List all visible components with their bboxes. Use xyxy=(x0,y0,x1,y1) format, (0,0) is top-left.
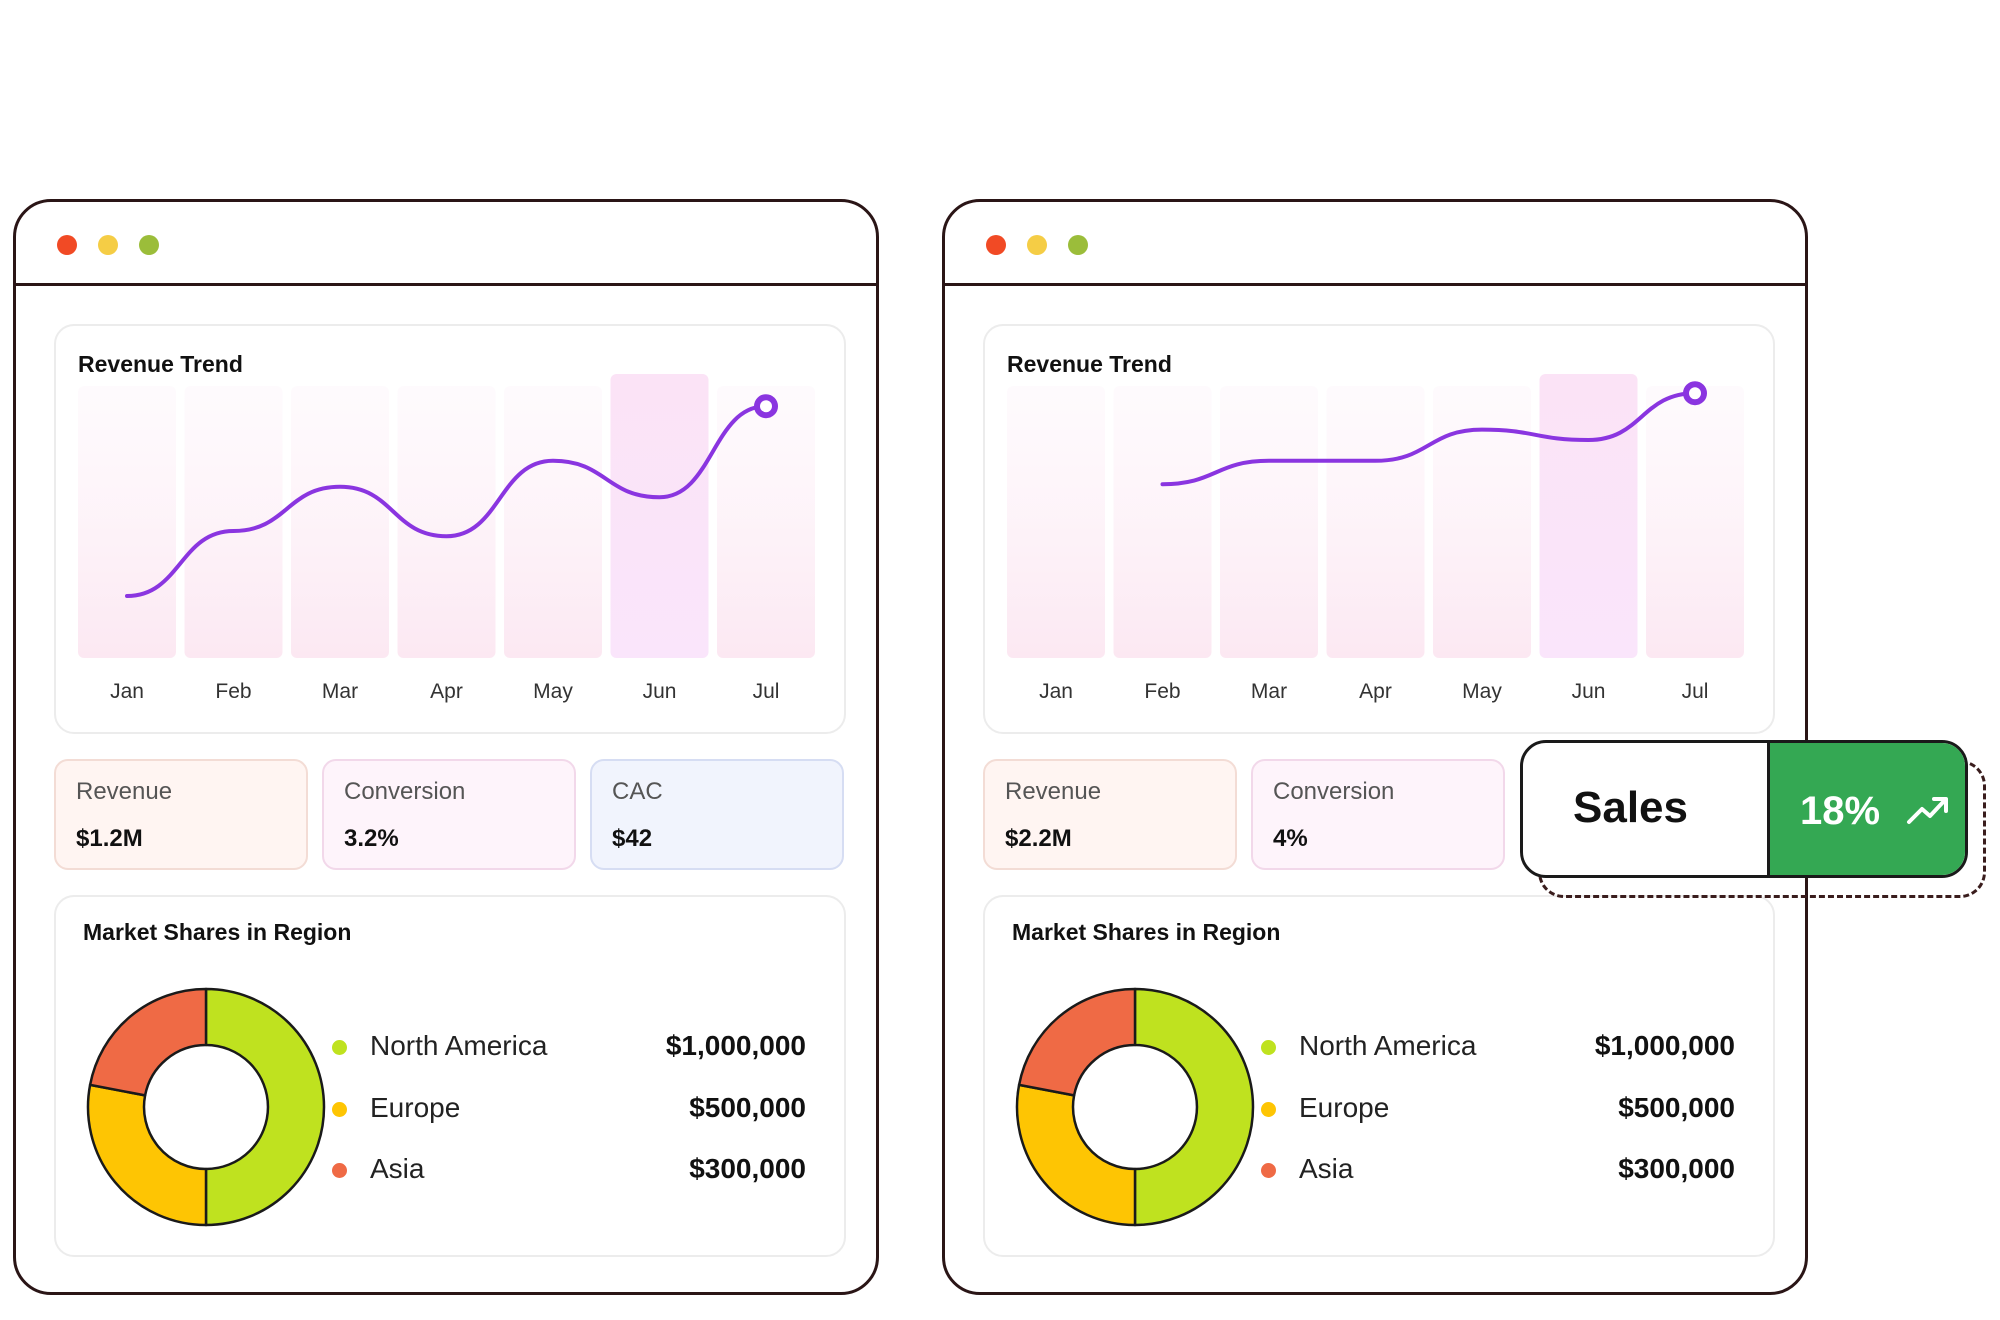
revenue-trend-chart: Jan Feb Mar Apr May Jun Jul xyxy=(1007,374,1744,703)
revenue-trend-title: Revenue Trend xyxy=(78,351,243,377)
revenue-trend-card: Revenue Trend Jan Feb Mar Apr May Jun Jul xyxy=(983,324,1775,734)
chart-column-mar xyxy=(291,386,389,658)
asia-legend-label: Asia xyxy=(1299,1153,1354,1184)
north-america-legend-label: North America xyxy=(1299,1030,1477,1061)
donut-slice-north-america xyxy=(1133,987,1255,1227)
revenue-metric-label: Revenue xyxy=(1005,778,1102,805)
chart-column-jun xyxy=(1539,374,1638,658)
cac-metric-label: CAC xyxy=(612,778,663,805)
x-tick-label: May xyxy=(533,680,573,703)
close-window-dot[interactable] xyxy=(986,235,1006,255)
latest-point-marker xyxy=(1683,381,1707,406)
market-shares-card: Market Shares in Region North America $1… xyxy=(54,895,846,1257)
north-america-legend-label: North America xyxy=(370,1030,548,1061)
close-window-dot[interactable] xyxy=(57,235,77,255)
chart-column-jul xyxy=(717,386,815,658)
europe-legend-dot xyxy=(1261,1102,1276,1117)
chart-column-mar xyxy=(1220,386,1318,658)
minimize-window-dot[interactable] xyxy=(1027,235,1047,255)
sales-badge-label: Sales xyxy=(1573,783,1688,832)
chart-column-feb xyxy=(184,386,283,658)
europe-legend-value: $500,000 xyxy=(1618,1092,1735,1123)
donut-slice-asia xyxy=(1017,987,1137,1097)
x-tick-label: Apr xyxy=(430,680,463,703)
donut-slice-north-america xyxy=(204,987,326,1227)
north-america-legend-dot xyxy=(332,1040,347,1055)
x-tick-label: Feb xyxy=(215,680,251,703)
x-tick-label: Jan xyxy=(1039,680,1073,703)
sales-badge-percent-panel: 18% xyxy=(1767,743,1965,875)
x-tick-label: May xyxy=(1462,680,1502,703)
dashboard-window-1: Revenue Trend Jan Feb Mar Apr May Jun Jul Reve… xyxy=(13,199,879,1295)
cac-metric-card: CAC $42 xyxy=(590,759,844,870)
chart-column-jun xyxy=(610,374,709,658)
x-tick-label: Jun xyxy=(643,680,677,703)
chart-column-jan xyxy=(78,386,176,658)
market-shares-title: Market Shares in Region xyxy=(83,919,352,945)
north-america-legend-dot xyxy=(1261,1040,1276,1055)
revenue-metric-value: $1.2M xyxy=(76,825,143,852)
revenue-trend-chart: Jan Feb Mar Apr May Jun Jul xyxy=(78,374,815,703)
donut-slice-europe xyxy=(86,1083,208,1227)
x-tick-label: Jul xyxy=(1682,680,1709,703)
revenue-metric-card: Revenue $1.2M xyxy=(54,759,308,870)
chart-column-jan xyxy=(1007,386,1105,658)
market-shares-card: Market Shares in Region North America $1… xyxy=(983,895,1775,1257)
market-shares-donut xyxy=(1015,987,1255,1227)
revenue-metric-card: Revenue $2.2M xyxy=(983,759,1237,870)
window-titlebar xyxy=(945,202,1805,286)
x-tick-label: Apr xyxy=(1359,680,1392,703)
donut-slice-asia xyxy=(88,987,208,1097)
sales-badge: Sales 18% xyxy=(1520,740,1968,878)
sales-badge-percent: 18% xyxy=(1800,789,1881,833)
market-shares-title: Market Shares in Region xyxy=(1012,919,1281,945)
trending-up-icon xyxy=(1907,797,1948,824)
window-titlebar xyxy=(16,202,876,286)
asia-legend-value: $300,000 xyxy=(1618,1153,1735,1184)
chart-column-apr xyxy=(397,386,496,658)
revenue-trend-card: Revenue Trend Jan Feb Mar Apr May Jun Jul xyxy=(54,324,846,734)
europe-legend-value: $500,000 xyxy=(689,1092,806,1123)
europe-legend-label: Europe xyxy=(370,1092,461,1123)
conversion-metric-card: Conversion 4% xyxy=(1251,759,1505,870)
x-tick-label: Jul xyxy=(753,680,780,703)
asia-legend-value: $300,000 xyxy=(689,1153,806,1184)
maximize-window-dot[interactable] xyxy=(139,235,159,255)
conversion-metric-value: 3.2% xyxy=(344,825,399,852)
revenue-metric-label: Revenue xyxy=(76,778,173,805)
asia-legend-label: Asia xyxy=(370,1153,425,1184)
chart-column-feb xyxy=(1113,386,1212,658)
donut-slice-europe xyxy=(1015,1083,1137,1227)
europe-legend-dot xyxy=(332,1102,347,1117)
north-america-legend-value: $1,000,000 xyxy=(665,1030,806,1061)
conversion-metric-card: Conversion 3.2% xyxy=(322,759,576,870)
chart-column-jul xyxy=(1646,386,1744,658)
europe-legend-label: Europe xyxy=(1299,1092,1390,1123)
north-america-legend-value: $1,000,000 xyxy=(1594,1030,1735,1061)
x-tick-label: Mar xyxy=(322,680,358,703)
revenue-trend-title: Revenue Trend xyxy=(1007,351,1172,377)
market-shares-donut xyxy=(86,987,326,1227)
conversion-metric-value: 4% xyxy=(1273,825,1308,852)
maximize-window-dot[interactable] xyxy=(1068,235,1088,255)
chart-column-may xyxy=(1433,386,1531,658)
x-tick-label: Jan xyxy=(110,680,144,703)
x-tick-label: Mar xyxy=(1251,680,1287,703)
chart-column-may xyxy=(504,386,602,658)
revenue-series-line xyxy=(125,404,768,598)
minimize-window-dot[interactable] xyxy=(98,235,118,255)
latest-point-marker xyxy=(754,394,778,419)
asia-legend-dot xyxy=(332,1163,347,1178)
chart-column-apr xyxy=(1326,386,1425,658)
x-tick-label: Jun xyxy=(1572,680,1606,703)
conversion-metric-label: Conversion xyxy=(1273,778,1395,805)
cac-metric-value: $42 xyxy=(612,825,653,852)
x-tick-label: Feb xyxy=(1144,680,1180,703)
asia-legend-dot xyxy=(1261,1163,1276,1178)
revenue-metric-value: $2.2M xyxy=(1005,825,1072,852)
revenue-series-line xyxy=(1160,391,1697,487)
conversion-metric-label: Conversion xyxy=(344,778,466,805)
